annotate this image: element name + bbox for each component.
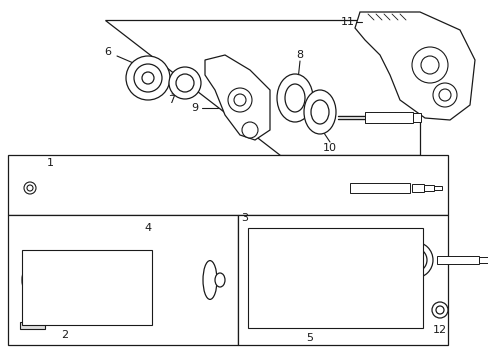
Text: 7: 7: [168, 95, 175, 105]
Circle shape: [431, 302, 447, 318]
Circle shape: [438, 89, 450, 101]
Text: 3: 3: [241, 213, 248, 223]
Ellipse shape: [310, 100, 328, 124]
Circle shape: [126, 56, 170, 100]
Bar: [238, 215, 447, 345]
Ellipse shape: [85, 276, 91, 284]
Text: 12: 12: [432, 325, 446, 335]
Ellipse shape: [304, 90, 335, 134]
Circle shape: [30, 260, 70, 300]
Circle shape: [411, 47, 447, 83]
Circle shape: [396, 242, 432, 278]
Circle shape: [435, 306, 443, 314]
Ellipse shape: [104, 268, 120, 292]
Text: 2: 2: [61, 330, 68, 340]
Circle shape: [142, 72, 154, 84]
Circle shape: [420, 56, 438, 74]
Bar: [433, 186, 441, 190]
Bar: [8, 215, 238, 345]
Text: 10: 10: [323, 143, 336, 153]
Ellipse shape: [215, 273, 224, 287]
Circle shape: [134, 64, 162, 92]
Ellipse shape: [253, 247, 265, 263]
Bar: [20, 322, 45, 329]
Ellipse shape: [285, 84, 305, 112]
Bar: [247, 228, 422, 328]
Text: 4: 4: [144, 223, 151, 233]
Text: 8: 8: [296, 50, 303, 60]
Ellipse shape: [203, 261, 217, 300]
Text: 11: 11: [340, 17, 354, 27]
Circle shape: [234, 94, 245, 106]
Bar: [478, 257, 488, 263]
Bar: [411, 184, 423, 192]
Ellipse shape: [91, 271, 105, 289]
Ellipse shape: [276, 74, 312, 122]
Polygon shape: [204, 55, 269, 140]
Circle shape: [227, 88, 251, 112]
Bar: [349, 183, 409, 193]
Circle shape: [432, 83, 456, 107]
Bar: [364, 112, 412, 123]
Circle shape: [27, 185, 33, 191]
Bar: [436, 256, 478, 264]
Text: 6: 6: [104, 47, 111, 57]
Text: 1: 1: [46, 158, 53, 168]
Text: 9: 9: [191, 103, 198, 113]
Ellipse shape: [82, 272, 94, 288]
Bar: [8, 155, 447, 215]
Bar: [22, 250, 152, 325]
Circle shape: [38, 268, 62, 292]
Circle shape: [176, 74, 194, 92]
Circle shape: [22, 252, 78, 308]
Polygon shape: [105, 20, 419, 155]
Circle shape: [24, 182, 36, 194]
Bar: [423, 185, 433, 191]
Ellipse shape: [249, 242, 269, 268]
Polygon shape: [354, 12, 474, 120]
Circle shape: [402, 248, 426, 272]
Bar: [412, 113, 420, 122]
Text: 5: 5: [306, 333, 313, 343]
Circle shape: [169, 67, 201, 99]
Ellipse shape: [400, 249, 410, 261]
Circle shape: [242, 122, 258, 138]
